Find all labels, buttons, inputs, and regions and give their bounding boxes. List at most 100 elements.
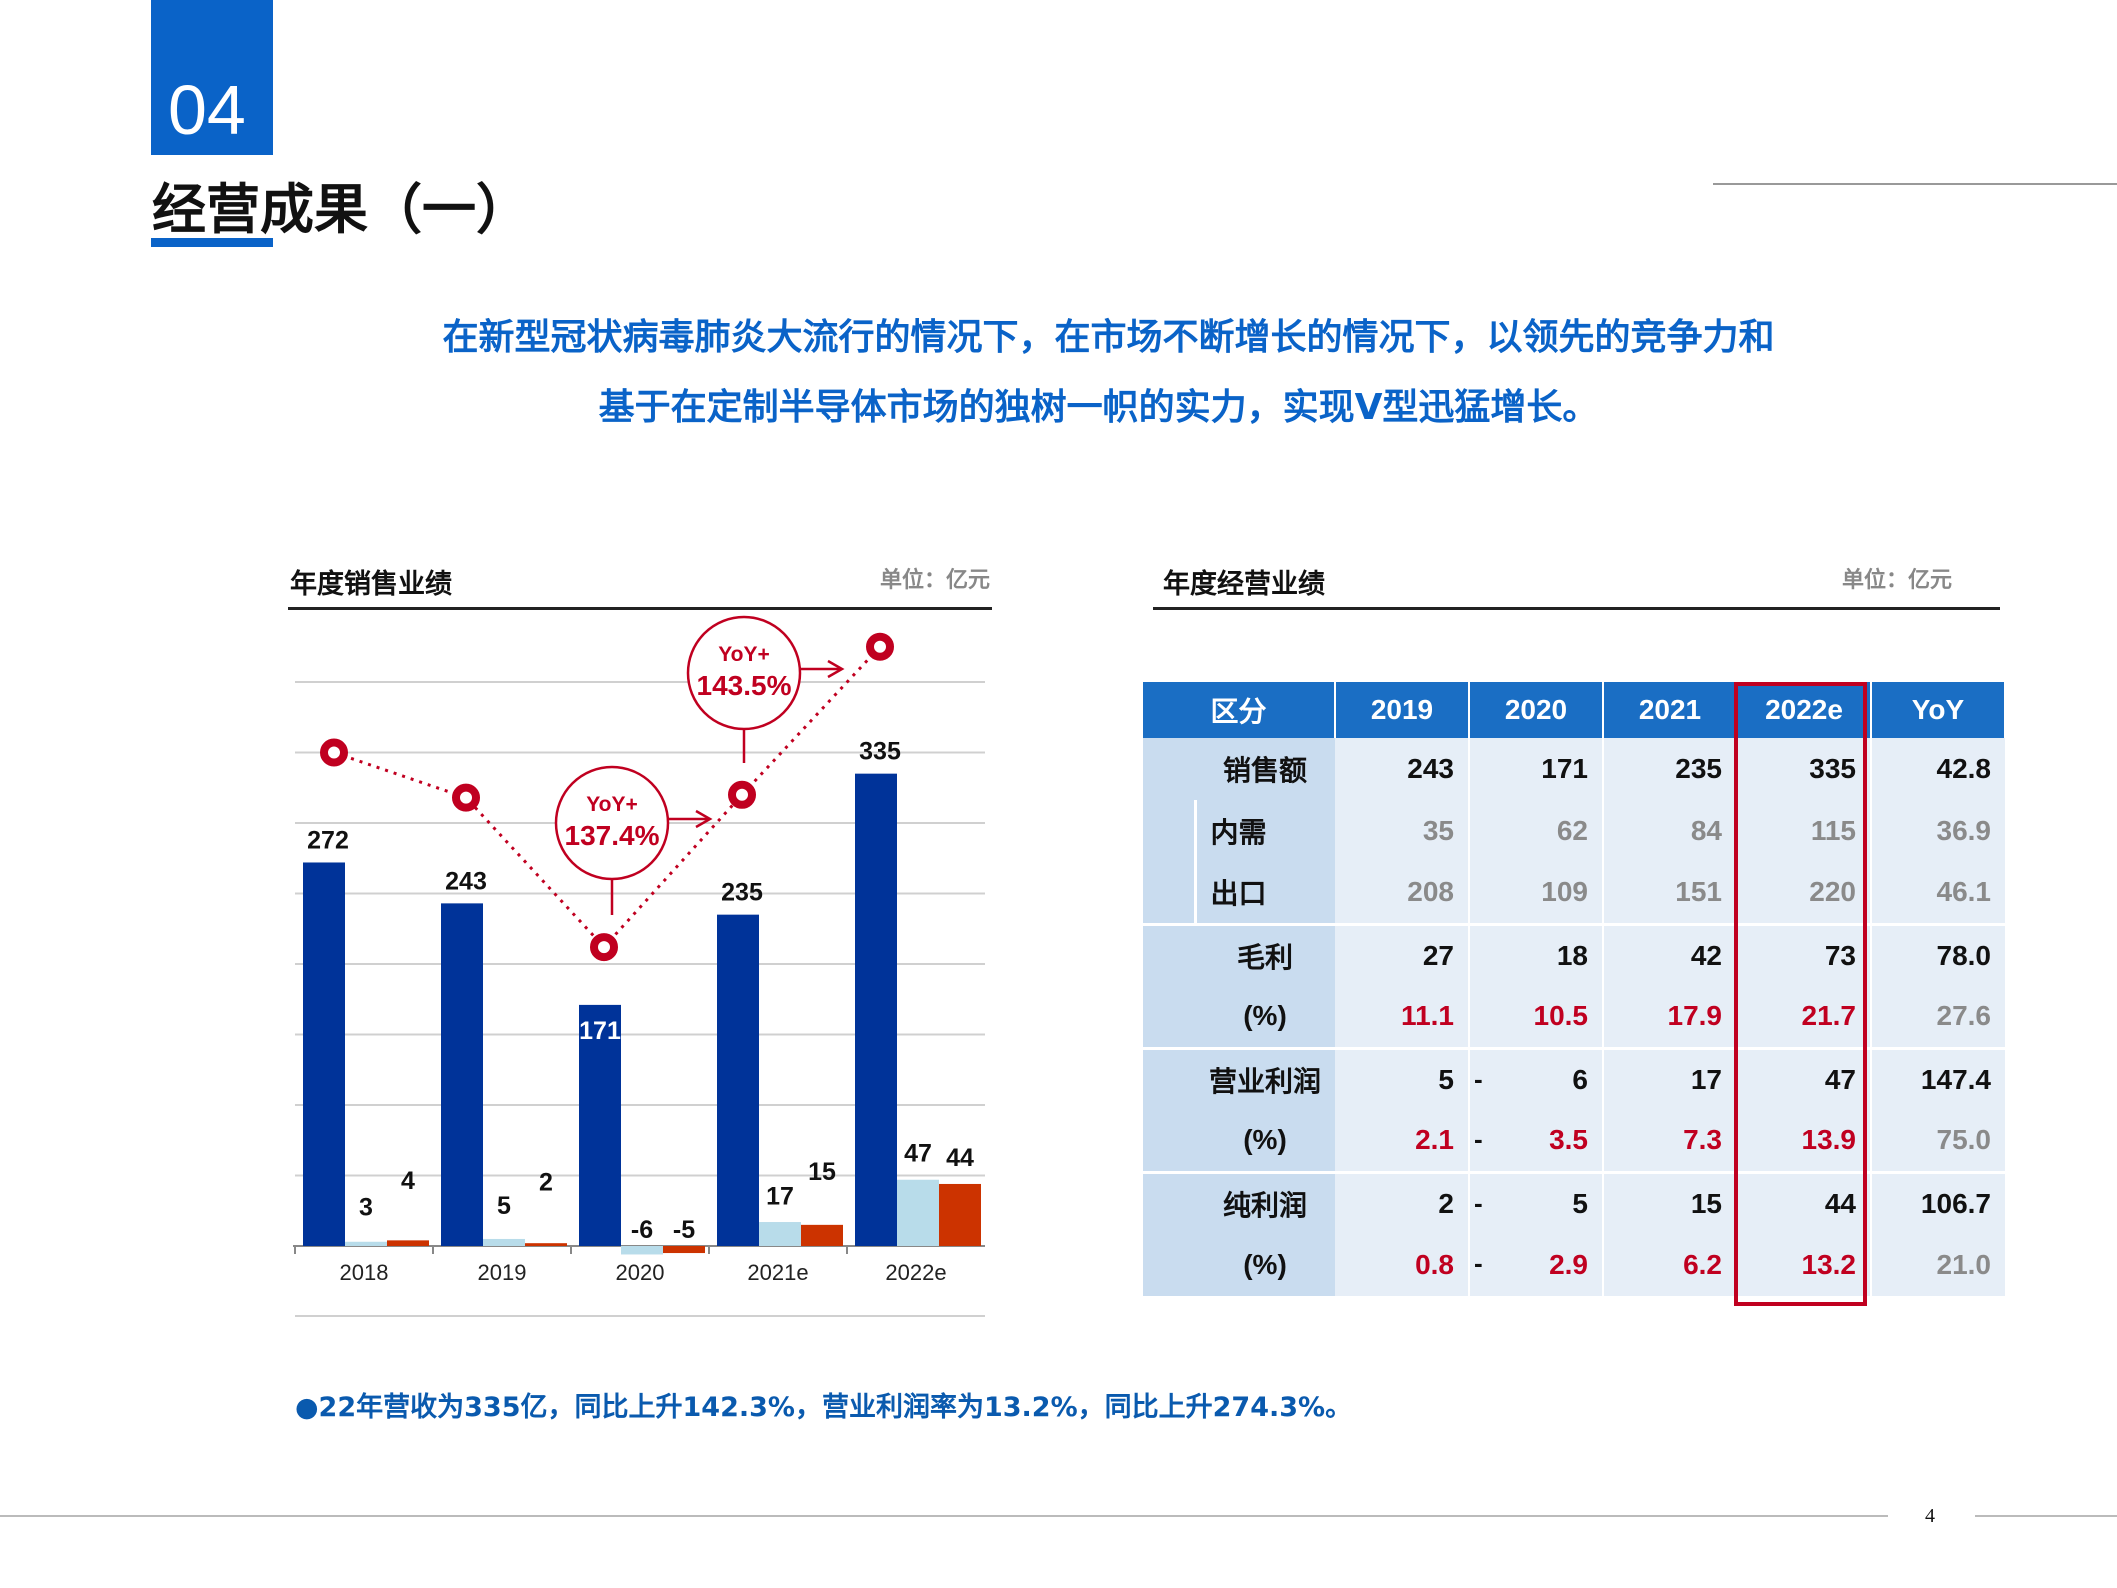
table-cell: 73 xyxy=(1737,924,1872,986)
bar xyxy=(621,1246,663,1255)
table-cell: 115 xyxy=(1737,800,1872,862)
table-header-cell: 2022e xyxy=(1737,682,1872,738)
bar xyxy=(483,1238,525,1246)
cell-value: 62 xyxy=(1556,815,1588,846)
title-underline xyxy=(151,238,273,247)
data-label: 5 xyxy=(497,1192,511,1220)
cell-value: 17.9 xyxy=(1667,1000,1723,1032)
data-label: 243 xyxy=(445,867,487,895)
sales-bar-chart: 2018 272 34 2019 243 52 2020 171 -6 -5 2021e 235 17 1… xyxy=(293,615,985,1317)
cell-value: 44 xyxy=(1824,1187,1856,1219)
row-indent xyxy=(1143,862,1197,924)
bar xyxy=(759,1222,801,1246)
table-row: 营业利润 5-6 17 47 147.4 xyxy=(1143,1048,2005,1110)
cell-value: 13.2 xyxy=(1801,1249,1857,1280)
table-cell: 11.1 xyxy=(1335,986,1470,1048)
yoy-cell: 21.0 xyxy=(1871,1234,2005,1296)
table-cell: 2 xyxy=(1335,1172,1470,1234)
x-tick-label: 2022e xyxy=(885,1260,946,1285)
operating-table: 区分 2019 2020 2021 2022e YoY 销售额 243 171 235 335 42… xyxy=(1143,682,2006,1296)
yoy-value: 143.5% xyxy=(697,670,792,701)
trend-marker xyxy=(320,738,348,767)
subtitle-line-2: 基于在定制半导体市场的独树一帜的实力，实现V型迅猛增长。 xyxy=(598,387,1599,428)
trend-marker xyxy=(866,632,894,661)
cell-value: 15 xyxy=(1690,1187,1722,1219)
cell-value: 17 xyxy=(1690,1063,1722,1095)
yoy-cell: 46.1 xyxy=(1871,862,2005,924)
table-cell: 171 xyxy=(1469,738,1604,800)
bar xyxy=(345,1241,387,1246)
yoy-label: YoY+ xyxy=(586,793,638,816)
data-label: 2 xyxy=(539,1168,553,1196)
table-cell: 7.3 xyxy=(1603,1110,1738,1172)
table-cell: - 2.9 xyxy=(1469,1234,1604,1296)
data-label: 4 xyxy=(401,1167,415,1195)
bar xyxy=(717,914,759,1246)
x-tick-label: 2018 xyxy=(340,1260,389,1285)
yoy-label: YoY+ xyxy=(718,643,770,666)
table-cell: 84 xyxy=(1603,800,1738,862)
data-label: -5 xyxy=(673,1216,695,1244)
x-tick-label: 2021e xyxy=(747,1260,808,1285)
cell-value: 73 xyxy=(1824,939,1856,971)
cell-value: 27 xyxy=(1422,939,1454,971)
table-cell: 42 xyxy=(1603,924,1738,986)
left-panel-title: 年度销售业绩 xyxy=(290,569,452,600)
table-cell: - 3.5 xyxy=(1469,1110,1604,1172)
table-cell: 47 xyxy=(1737,1048,1872,1110)
summary-bullet: ●22年营收为335亿，同比上升142.3%，营业利润率为13.2%，同比上升2… xyxy=(295,1392,1353,1423)
cell-value: 243 xyxy=(1407,753,1454,784)
cell-value: 220 xyxy=(1809,876,1856,908)
table-header-cell: 2020 xyxy=(1469,682,1604,738)
x-tick-label: 2020 xyxy=(616,1260,665,1285)
negative-dash: - xyxy=(1474,1063,1483,1094)
data-label: 335 xyxy=(859,738,901,766)
page-number: 4 xyxy=(1925,1505,1935,1527)
cell-value: 208 xyxy=(1407,876,1454,908)
row-indent xyxy=(1143,924,1195,986)
row-label: 出口 xyxy=(1195,862,1335,924)
table-cell: 17 xyxy=(1603,1048,1738,1110)
table-cell: 243 xyxy=(1335,738,1470,800)
data-label: 272 xyxy=(307,826,349,854)
table-header-cell: 区分 xyxy=(1143,682,1336,738)
left-panel-unit: 单位：亿元 xyxy=(880,568,991,593)
data-label: 47 xyxy=(904,1140,932,1168)
right-panel-unit: 单位：亿元 xyxy=(1842,568,1953,593)
cell-value: 115 xyxy=(1810,815,1856,846)
negative-dash: - xyxy=(1474,1248,1483,1278)
chart-labels: 2018 272 34 2019 243 52 2020 171 -6 -5 2021e 235 17 1… xyxy=(307,738,974,1285)
yoy-arrowhead xyxy=(695,809,713,829)
yoy-cell: 42.8 xyxy=(1871,738,2005,800)
table-cell: 6.2 xyxy=(1603,1234,1738,1296)
x-tick-label: 2019 xyxy=(478,1260,527,1285)
bar xyxy=(855,773,897,1246)
cell-value: 11.1 xyxy=(1401,1000,1454,1032)
cell-value: 335 xyxy=(1809,753,1856,784)
data-label: 3 xyxy=(359,1194,373,1222)
cell-value: 18 xyxy=(1556,939,1588,971)
cell-value: 35 xyxy=(1422,815,1454,846)
highlight-2022e-column xyxy=(1734,682,1867,1306)
cell-value: 5 xyxy=(1572,1187,1588,1219)
bar xyxy=(525,1243,567,1246)
negative-dash: - xyxy=(1474,1124,1483,1154)
cell-value: 2.9 xyxy=(1549,1249,1588,1280)
table-row: 纯利润 2-5 15 44 106.7 xyxy=(1143,1172,2005,1234)
row-indent xyxy=(1143,738,1195,800)
table-cell: 235 xyxy=(1603,738,1738,800)
row-label: 毛利 xyxy=(1195,924,1335,986)
table-cell: 13.9 xyxy=(1737,1110,1872,1172)
table-cell: 13.2 xyxy=(1737,1234,1872,1296)
cell-value: 47 xyxy=(1824,1063,1856,1095)
right-panel-rule xyxy=(1153,607,2000,610)
row-label: 营业利润 xyxy=(1195,1048,1335,1110)
row-indent xyxy=(1143,1234,1195,1296)
row-indent xyxy=(1143,1048,1195,1110)
row-indent xyxy=(1143,1172,1195,1234)
trend-marker xyxy=(728,780,756,809)
table-body: 销售额 243 171 235 335 42.8 内需 35 62 84 115 36.9 出口 208 1… xyxy=(1143,738,2005,1296)
table-row: 内需 35 62 84 115 36.9 xyxy=(1143,800,2005,862)
table-cell: 208 xyxy=(1335,862,1470,924)
table-cell: 17.9 xyxy=(1603,986,1738,1048)
